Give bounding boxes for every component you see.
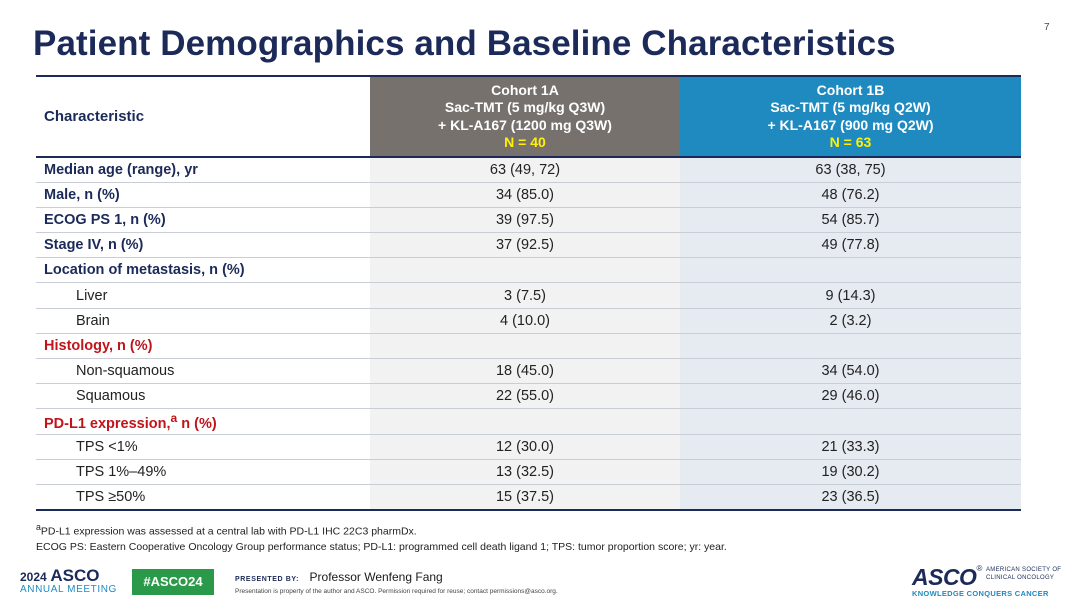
cohort-1b-value: 9 (14.3) — [680, 282, 1021, 309]
table-header-row: Characteristic Cohort 1A Sac-TMT (5 mg/k… — [36, 76, 1021, 157]
table-row-median-age: Median age (range), yr 63 (49, 72) 63 (3… — [36, 155, 1021, 183]
presented-by: PRESENTED BY: Professor Wenfeng Fang — [235, 568, 443, 586]
cohort-1b-value: 49 (77.8) — [680, 232, 1021, 259]
annual-meeting-logo: 2024 ASCO ANNUAL MEETING — [20, 566, 117, 595]
header-characteristic: Characteristic — [36, 76, 370, 157]
cohort-1b-value: 63 (38, 75) — [680, 155, 1021, 183]
table-row-histology-section: Histology, n (%) — [36, 333, 1021, 360]
header-cohort-1b: Cohort 1B Sac-TMT (5 mg/kg Q2W) + KL-A16… — [680, 76, 1021, 157]
cohort-1b-name: Cohort 1B — [816, 81, 885, 98]
cohort-1a-regimen-line1: Sac-TMT (5 mg/kg Q3W) — [444, 99, 606, 115]
cohort-1a-value: 4 (10.0) — [370, 308, 680, 334]
cohort-1b-value — [680, 333, 1021, 360]
row-label: TPS <1% — [36, 434, 370, 460]
cohort-1b-value — [680, 257, 1021, 284]
cohort-1a-regimen-line2: + KL-A167 (1200 mg Q3W) — [438, 116, 612, 133]
cohort-1b-value: 34 (54.0) — [680, 358, 1021, 385]
header-cohort-1a: Cohort 1A Sac-TMT (5 mg/kg Q3W) + KL-A16… — [370, 76, 680, 157]
table-row-metastasis-section: Location of metastasis, n (%) — [36, 257, 1021, 284]
section-label: PD-L1 expression,a n (%) — [36, 408, 370, 435]
page-title: Patient Demographics and Baseline Charac… — [33, 24, 896, 63]
cohort-1a-value — [370, 408, 680, 435]
table-row-tps-ge50: TPS ≥50% 15 (37.5) 23 (36.5) — [36, 484, 1021, 511]
cohort-1a-value: 12 (30.0) — [370, 434, 680, 460]
cohort-1a-value: 3 (7.5) — [370, 282, 680, 309]
asco-logo-side: AMERICAN SOCIETY OF CLINICAL ONCOLOGY — [986, 567, 1061, 582]
table-row-male: Male, n (%) 34 (85.0) 48 (76.2) — [36, 182, 1021, 208]
asco-logo-text: ASCO — [912, 564, 977, 590]
cohort-1b-value: 19 (30.2) — [680, 459, 1021, 485]
row-label: TPS ≥50% — [36, 484, 370, 511]
footnote-a-text: PD-L1 expression was assessed at a centr… — [40, 525, 417, 538]
row-label: Squamous — [36, 383, 370, 410]
row-label: TPS 1%–49% — [36, 459, 370, 485]
cohort-1b-value: 48 (76.2) — [680, 182, 1021, 208]
pdl1-footnote-marker: a — [170, 411, 178, 426]
asco-side-line2: CLINICAL ONCOLOGY — [986, 574, 1055, 581]
hashtag-badge: #ASCO24 — [132, 569, 214, 595]
table-row-brain: Brain 4 (10.0) 2 (3.2) — [36, 308, 1021, 334]
cohort-1a-value: 18 (45.0) — [370, 358, 680, 385]
cohort-1b-n: N = 63 — [829, 134, 872, 150]
pdl1-label: PD-L1 expression, — [44, 415, 171, 432]
row-label: Non-squamous — [36, 358, 370, 385]
meeting-name: ANNUAL MEETING — [20, 584, 117, 595]
footnotes: aPD-L1 expression was assessed at a cent… — [36, 520, 727, 555]
slide-number: 7 — [1044, 22, 1050, 33]
footnote-a-marker: a — [36, 522, 41, 532]
pdl1-label-suffix: n (%) — [177, 415, 217, 432]
cohort-1a-value: 22 (55.0) — [370, 383, 680, 410]
cohort-1a-value: 15 (37.5) — [370, 484, 680, 511]
table-row-pdl1-section: PD-L1 expression,a n (%) — [36, 408, 1021, 435]
cohort-1b-value: 29 (46.0) — [680, 383, 1021, 410]
disclaimer: Presentation is property of the author a… — [235, 588, 558, 595]
footer: 2024 ASCO ANNUAL MEETING #ASCO24 PRESENT… — [0, 564, 1080, 607]
asco-logo: ASCO® AMERICAN SOCIETY OF CLINICAL ONCOL… — [912, 564, 1061, 598]
presenter-name: Professor Wenfeng Fang — [309, 570, 443, 584]
meeting-year: 2024 — [20, 570, 47, 584]
asco-logo-registered: ® — [976, 564, 983, 573]
table-row-tps-1-49: TPS 1%–49% 13 (32.5) 19 (30.2) — [36, 459, 1021, 485]
cohort-1a-n: N = 40 — [504, 134, 546, 150]
cohort-1a-value: 34 (85.0) — [370, 182, 680, 208]
row-label: Stage IV, n (%) — [36, 232, 370, 259]
cohort-1a-value: 13 (32.5) — [370, 459, 680, 485]
asco-tagline: KNOWLEDGE CONQUERS CANCER — [912, 589, 1049, 598]
cohort-1b-value: 2 (3.2) — [680, 308, 1021, 334]
meeting-org: ASCO — [50, 566, 100, 585]
asco-side-line1: AMERICAN SOCIETY OF — [986, 567, 1062, 573]
footnote-abbreviations: ECOG PS: Eastern Cooperative Oncology Gr… — [36, 540, 727, 553]
cohort-1b-value: 21 (33.3) — [680, 434, 1021, 460]
cohort-1b-regimen-line2: + KL-A167 (900 mg Q2W) — [767, 116, 934, 133]
cohort-1a-value — [370, 333, 680, 360]
cohort-1b-value — [680, 408, 1021, 435]
row-label: Brain — [36, 308, 370, 334]
section-label: Location of metastasis, n (%) — [36, 257, 370, 284]
cohort-1a-value: 63 (49, 72) — [370, 155, 680, 183]
cohort-1a-value: 37 (92.5) — [370, 232, 680, 259]
table-row-non-squamous: Non-squamous 18 (45.0) 34 (54.0) — [36, 358, 1021, 385]
cohort-1b-value: 23 (36.5) — [680, 484, 1021, 511]
cohort-1a-value: 39 (97.5) — [370, 207, 680, 234]
table-row-tps-lt1: TPS <1% 12 (30.0) 21 (33.3) — [36, 434, 1021, 460]
cohort-1a-value — [370, 257, 680, 284]
table-row-ecog: ECOG PS 1, n (%) 39 (97.5) 54 (85.7) — [36, 207, 1021, 234]
cohort-1b-value: 54 (85.7) — [680, 207, 1021, 234]
cohort-1b-regimen-line1: Sac-TMT (5 mg/kg Q2W) — [770, 99, 931, 115]
presented-by-label: PRESENTED BY: — [235, 576, 300, 583]
table-row-squamous: Squamous 22 (55.0) 29 (46.0) — [36, 383, 1021, 410]
row-label: Liver — [36, 282, 370, 309]
section-label: Histology, n (%) — [36, 333, 370, 360]
demographics-table: Characteristic Cohort 1A Sac-TMT (5 mg/k… — [36, 75, 1021, 511]
cohort-1a-name: Cohort 1A — [491, 81, 559, 98]
table-row-liver: Liver 3 (7.5) 9 (14.3) — [36, 282, 1021, 309]
row-label: ECOG PS 1, n (%) — [36, 207, 370, 234]
table-row-stage-iv: Stage IV, n (%) 37 (92.5) 49 (77.8) — [36, 232, 1021, 259]
row-label: Median age (range), yr — [36, 155, 370, 183]
row-label: Male, n (%) — [36, 182, 370, 208]
footnote-a: aPD-L1 expression was assessed at a cent… — [36, 520, 727, 540]
